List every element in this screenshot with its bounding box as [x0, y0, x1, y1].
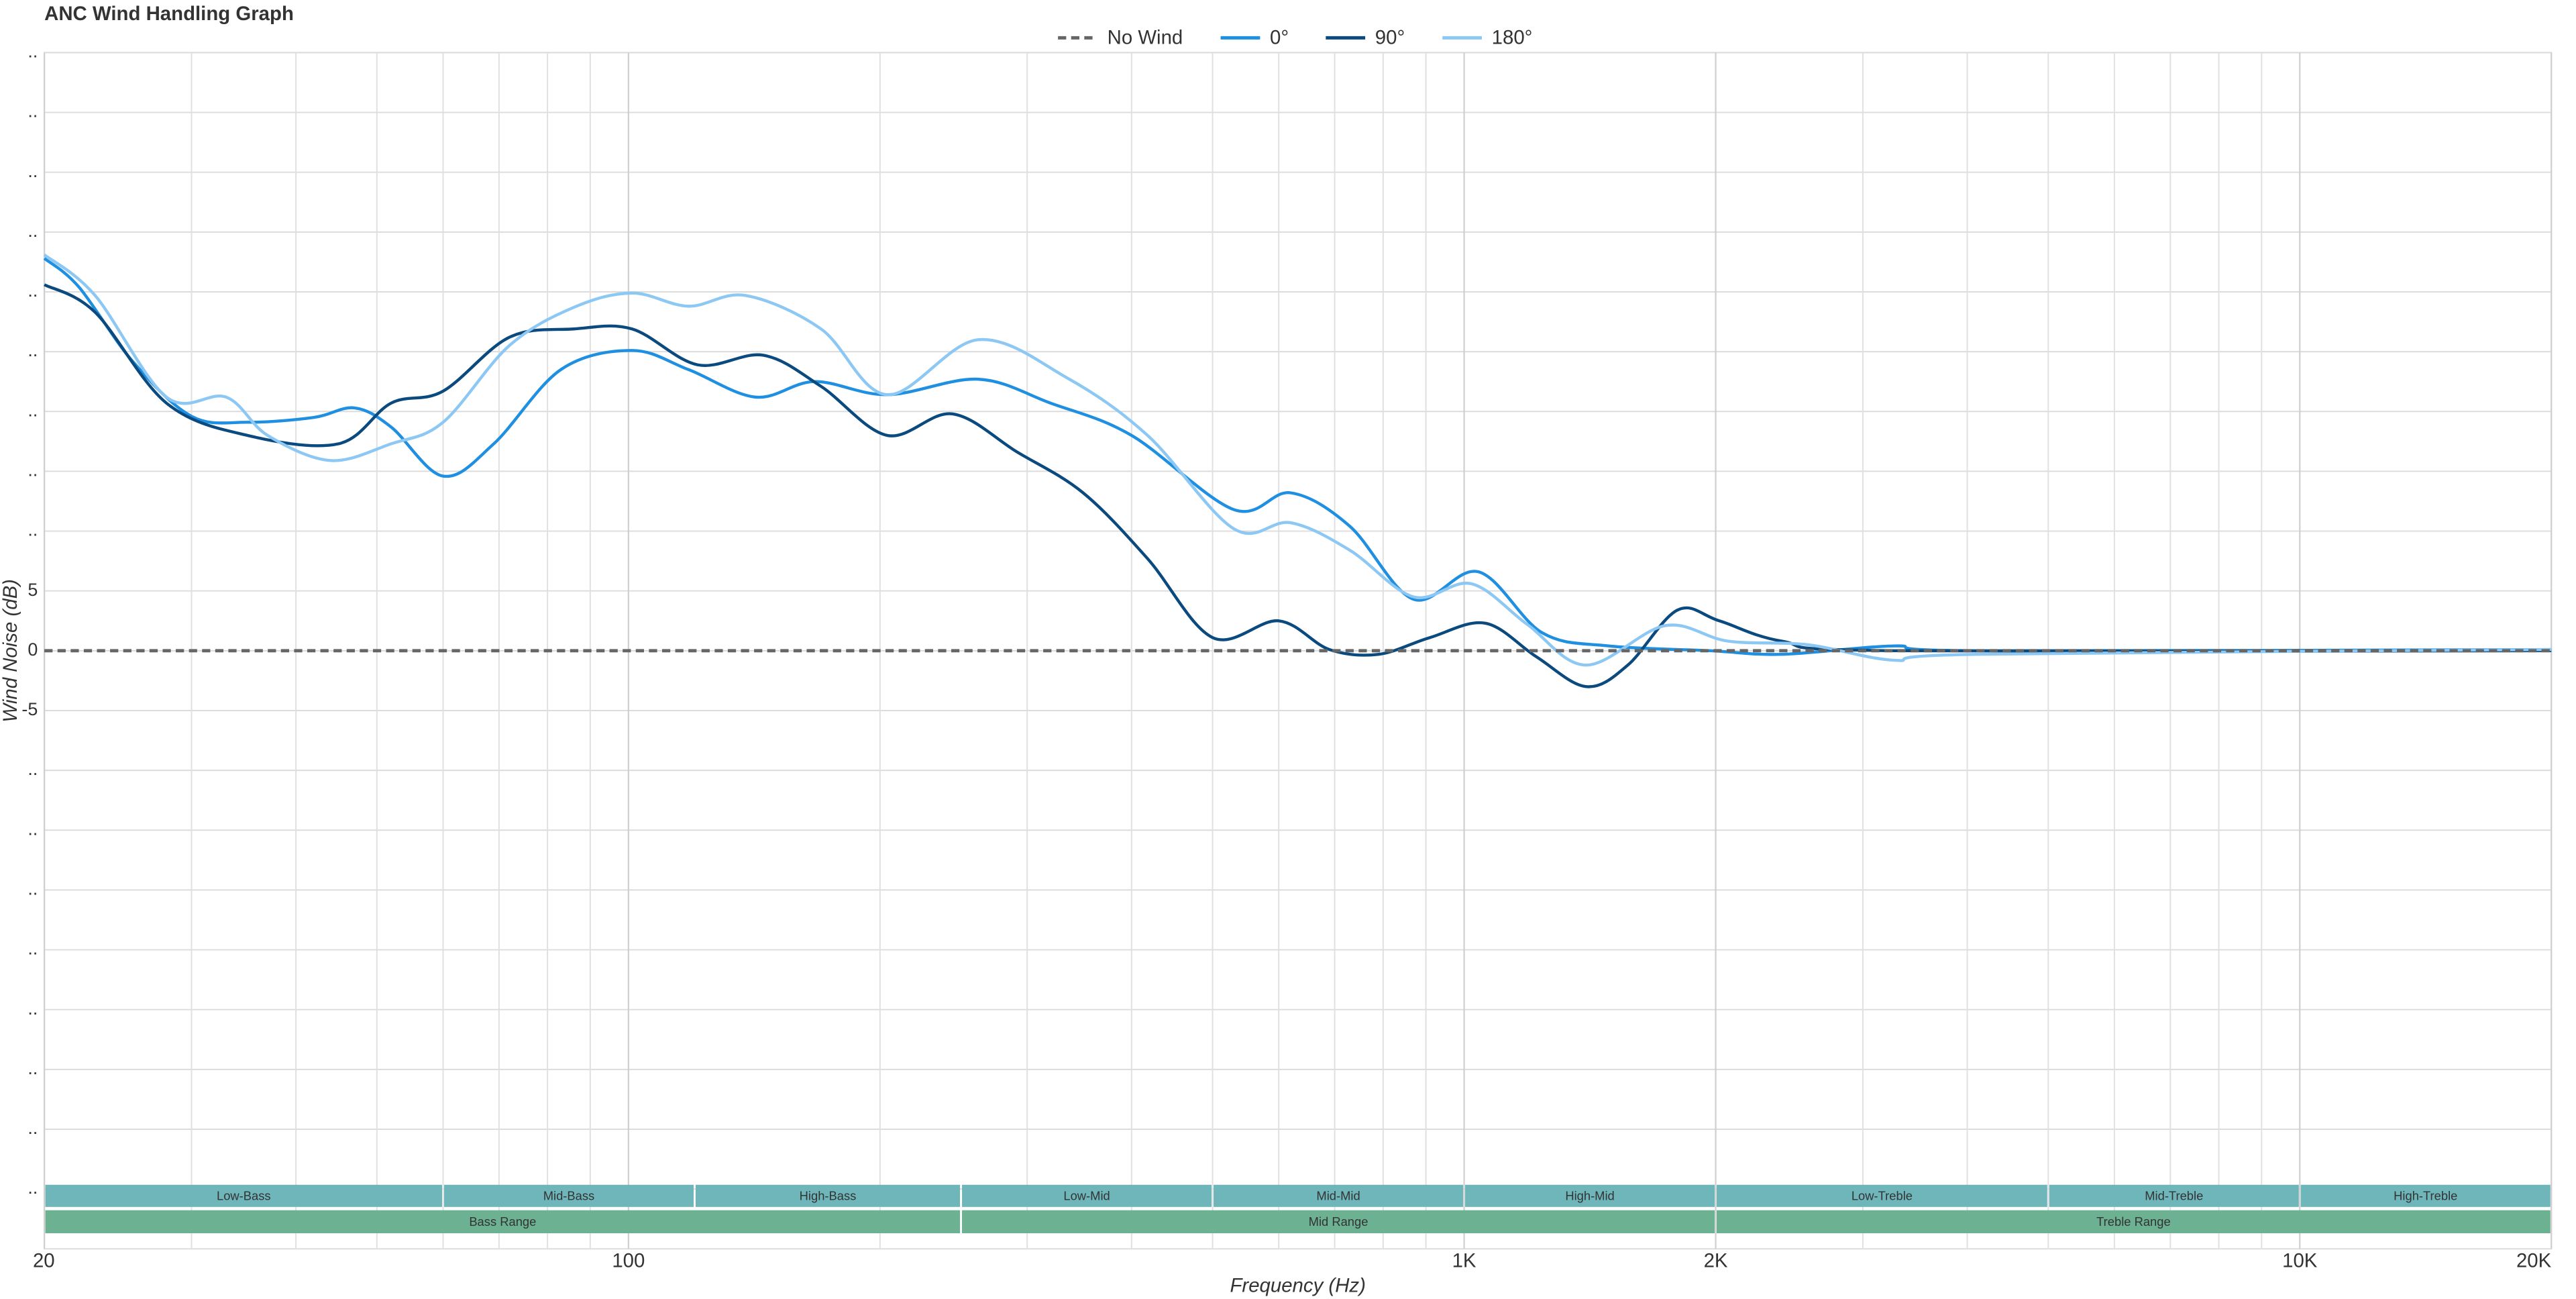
y-tick-label: ..	[28, 520, 38, 540]
band-label: High-Bass	[800, 1188, 857, 1202]
x-tick-label: 10K	[2282, 1250, 2318, 1272]
y-tick-label: ..	[28, 819, 38, 839]
band-label: Mid-Mid	[1316, 1188, 1360, 1202]
y-tick-label: 0	[28, 639, 38, 660]
band	[443, 1184, 694, 1207]
y-tick-label: ..	[28, 939, 38, 959]
y-tick-label: ..	[28, 101, 38, 121]
x-tick-label: 20	[33, 1250, 55, 1272]
band-label: High-Mid	[1565, 1188, 1614, 1202]
y-tick-label: ..	[28, 759, 38, 779]
band-label: Low-Mid	[1063, 1188, 1110, 1202]
band-label: High-Treble	[2394, 1188, 2457, 1202]
y-tick-label: -5	[21, 699, 38, 719]
y-tick-label: ..	[28, 879, 38, 899]
band	[2300, 1184, 2551, 1207]
y-tick-label: ..	[28, 280, 38, 301]
band-label: Low-Bass	[217, 1188, 271, 1202]
band	[962, 1210, 1715, 1233]
y-axis-label: Wind Noise (dB)	[0, 579, 21, 723]
x-tick-label: 1K	[1452, 1250, 1477, 1272]
series-line	[43, 257, 2552, 656]
band	[962, 1184, 1212, 1207]
series-line	[43, 253, 2552, 667]
x-tick-label: 2K	[1704, 1250, 1728, 1272]
band-label: Mid Range	[1309, 1214, 1368, 1229]
y-tick-label: ..	[28, 221, 38, 241]
band-label: Low-Treble	[1851, 1188, 1913, 1202]
x-tick-label: 100	[612, 1250, 645, 1272]
series-line	[44, 283, 2552, 688]
y-tick-label: ..	[28, 1058, 38, 1078]
legend-label: 0°	[1270, 26, 1289, 48]
y-tick-label: ..	[28, 400, 38, 420]
legend-label: 90°	[1375, 26, 1405, 48]
y-tick-label: ..	[28, 1178, 38, 1198]
chart-title: ANC Wind Handling Graph	[44, 3, 294, 25]
legend: No Wind 0° 90° 180°	[1058, 26, 1532, 48]
band-label: Bass Range	[469, 1214, 536, 1229]
band	[45, 1210, 961, 1233]
band	[1717, 1210, 2551, 1233]
band-label: Mid-Bass	[543, 1188, 595, 1202]
y-tick-label: ..	[28, 460, 38, 480]
x-axis-label: Frequency (Hz)	[1230, 1274, 1365, 1296]
band	[695, 1184, 961, 1207]
band	[1465, 1184, 1715, 1207]
band-label: Treble Range	[2096, 1214, 2171, 1229]
y-tick-label: ..	[28, 340, 38, 360]
y-tick-label: ..	[28, 1118, 38, 1138]
y-tick-label: ..	[28, 42, 38, 62]
band	[1214, 1184, 1464, 1207]
legend-label: No Wind	[1108, 26, 1183, 48]
band	[1717, 1184, 2047, 1207]
band-label: Mid-Treble	[2145, 1188, 2203, 1202]
y-tick-label: 5	[28, 580, 38, 600]
y-tick-label: ..	[28, 998, 38, 1019]
band	[45, 1184, 443, 1207]
y-tick-label: ..	[28, 161, 38, 181]
band	[2049, 1184, 2299, 1207]
x-tick-label: 20K	[2516, 1250, 2552, 1272]
legend-label: 180°	[1492, 26, 1533, 48]
